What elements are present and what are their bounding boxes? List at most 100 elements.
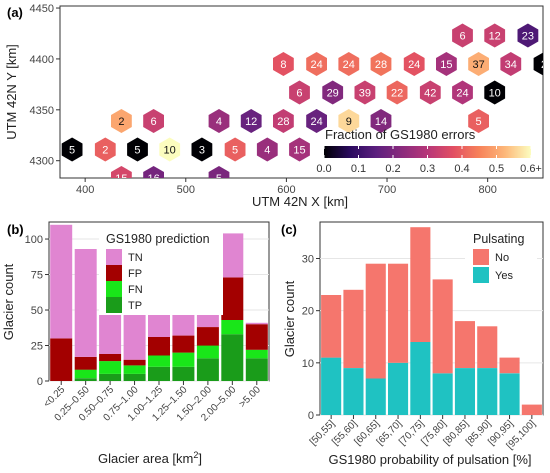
hex-cell	[61, 137, 83, 162]
hex-cell	[127, 137, 148, 162]
x-tick-label: 500	[177, 184, 195, 196]
x-tick-label: 800	[478, 184, 496, 196]
hex-cell	[484, 23, 506, 48]
bar-segment-tn	[123, 304, 146, 360]
hex-count-label: 10	[489, 88, 501, 100]
hex-cell	[240, 109, 262, 133]
bar-segment-fp	[99, 354, 122, 362]
bar-segment-no	[521, 404, 542, 415]
colorbar-title: Fraction of GS1980 errors	[325, 127, 476, 142]
bar-segment-yes	[321, 357, 342, 415]
bar-segment-no	[432, 279, 453, 374]
bar-segment-fn	[221, 320, 244, 335]
hex-cell	[224, 137, 246, 162]
bar-segment-yes	[410, 342, 431, 415]
bar-segment-fn	[148, 355, 170, 367]
panel-b-legend-title: GS1980 prediction	[106, 232, 210, 246]
bar-segment-yes	[477, 368, 498, 415]
bar-segment-fn	[74, 369, 97, 379]
y-tick-label: 100	[25, 234, 43, 246]
bar-segment-fn	[172, 352, 195, 367]
colorbar-tick-label: 0.4	[454, 163, 469, 175]
panel-a-label: (a)	[7, 5, 23, 20]
hex-cell	[273, 109, 294, 133]
bar-segment-fp	[196, 327, 219, 346]
hex-count-label: 15	[440, 59, 452, 71]
hex-cell	[159, 137, 181, 162]
y-tick-label: 4300	[30, 156, 54, 168]
legend-swatch-tp	[106, 297, 122, 313]
hex-cell	[500, 52, 522, 76]
y-tick-label: 30	[302, 254, 314, 266]
bar-segment-tp	[196, 358, 219, 381]
panel-c-label: (c)	[281, 222, 297, 237]
bar-segment-yes	[388, 362, 409, 415]
bar-segment-tn	[74, 249, 97, 357]
hex-cell	[452, 23, 473, 48]
hex-cell	[403, 52, 425, 76]
hex-count-label: 6	[296, 88, 302, 100]
hex-count-label: 12	[489, 31, 501, 43]
hex-cell	[452, 80, 473, 105]
hex-cell	[306, 109, 327, 133]
hex-cell	[289, 80, 310, 105]
hex-cell	[533, 52, 543, 76]
hex-count-label: 28	[375, 59, 387, 71]
bar-segment-no	[343, 289, 364, 368]
colorbar-gradient	[324, 146, 531, 158]
legend-swatch-fn	[106, 281, 122, 297]
hex-count-label: 14	[375, 116, 387, 128]
hex-cell	[338, 52, 360, 76]
bar-segment-fn	[245, 349, 268, 359]
hex-count-label: 22	[391, 88, 403, 100]
bar-segment-fp	[148, 337, 170, 356]
bar-segment-tn	[99, 302, 122, 354]
hex-count-label: 39	[359, 88, 371, 100]
colorbar-tick-label: 0.0	[316, 163, 331, 175]
hex-count-label: 3	[199, 145, 205, 157]
x-tick-label: 400	[76, 184, 94, 196]
panel-c-stacked-bar: (c) 0102030[50,55][55,60][60,65][65,70][…	[281, 221, 544, 467]
panel-a-y-label: UTM 42N Y [km]	[4, 44, 19, 140]
bar-segment-fp	[172, 335, 195, 353]
hex-count-label: 6	[151, 116, 157, 128]
hex-count-label: 24	[310, 116, 322, 128]
hex-cell	[256, 137, 278, 162]
panel-b-legend: GS1980 prediction TN FP FN TP	[99, 229, 223, 315]
x-tick-label: 600	[277, 184, 295, 196]
y-tick-label: 4400	[30, 54, 54, 66]
hex-count-label: 28	[277, 116, 289, 128]
hex-cell	[370, 109, 392, 133]
panel-c-bars	[321, 227, 542, 415]
colorbar-tick-label: 0.2	[385, 163, 400, 175]
hex-count-label: 24	[408, 59, 420, 71]
legend-label-yes: Yes	[495, 270, 513, 282]
y-tick-label: 75	[31, 270, 43, 282]
colorbar-ticks: 0.0 0.1 0.2 0.3 0.4 0.5 0.6+	[316, 146, 542, 175]
hex-cell	[143, 109, 164, 133]
hex-cell	[208, 166, 230, 178]
legend-label-fn: FN	[128, 284, 143, 296]
bar-segment-yes	[499, 373, 520, 415]
hex-count-label: 2	[541, 59, 547, 71]
panel-c-legend-title: Pulsating	[473, 232, 524, 246]
bar-segment-no	[477, 326, 498, 368]
legend-swatch-yes	[473, 267, 489, 283]
hex-count-label: 5	[69, 145, 75, 157]
bar-segment-fn	[99, 361, 122, 374]
panel-c-y-label: Glacier count	[282, 280, 297, 357]
legend-label-tp: TP	[128, 300, 142, 312]
bar-segment-yes	[432, 373, 453, 415]
panel-a-x-label: UTM 42N X [km]	[252, 194, 348, 209]
hex-cell	[468, 109, 489, 133]
y-tick-label: 50	[31, 305, 43, 317]
hex-count-label: 9	[346, 116, 352, 128]
hex-count-label: 24	[343, 59, 355, 71]
legend-swatch-no	[473, 249, 489, 265]
panel-b-y-label: Glacier count	[1, 263, 16, 340]
hex-cell	[354, 80, 376, 105]
hex-count-label: 15	[115, 173, 127, 185]
hex-cell	[111, 109, 132, 133]
panel-c-x-label: GS1980 probability of pulsation [%]	[328, 452, 531, 467]
bar-segment-fp	[50, 338, 73, 381]
